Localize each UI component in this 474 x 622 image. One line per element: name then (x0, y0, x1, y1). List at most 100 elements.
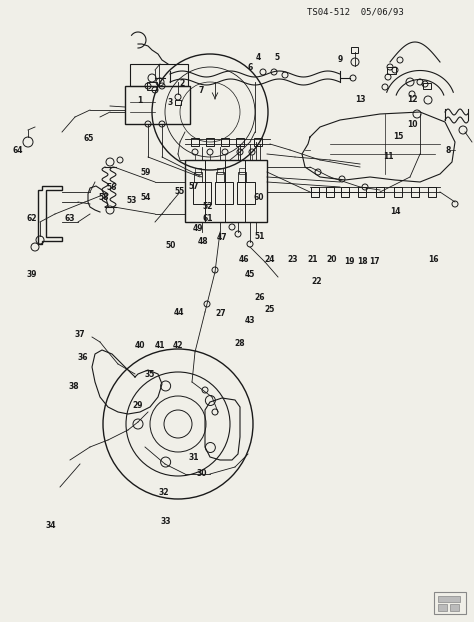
Bar (130, 64, 188, 86)
Bar (185, 160, 267, 222)
Text: 63: 63 (65, 215, 75, 223)
Bar (311, 187, 319, 197)
Bar (237, 182, 255, 204)
Text: 35: 35 (144, 370, 155, 379)
Text: 12: 12 (407, 95, 418, 104)
Text: 30: 30 (196, 470, 207, 478)
Text: 49: 49 (193, 225, 203, 233)
Text: 47: 47 (217, 233, 227, 242)
Text: 11: 11 (383, 152, 394, 161)
Text: 21: 21 (308, 256, 318, 264)
Bar (428, 187, 436, 197)
Bar (216, 172, 224, 182)
Bar (352, 47, 358, 53)
Text: 59: 59 (141, 169, 151, 177)
Bar (125, 86, 190, 124)
Bar (434, 592, 466, 614)
Text: 7: 7 (199, 86, 204, 95)
Text: 16: 16 (428, 256, 439, 264)
Text: 6: 6 (247, 63, 253, 72)
Text: 25: 25 (264, 305, 274, 314)
Text: 61: 61 (202, 215, 213, 223)
Bar (206, 138, 214, 146)
Text: 60: 60 (253, 193, 264, 202)
Text: 41: 41 (155, 341, 165, 350)
Text: 62: 62 (27, 215, 37, 223)
Text: 5: 5 (275, 53, 280, 62)
Text: 34: 34 (46, 521, 56, 530)
Text: 64: 64 (13, 146, 23, 155)
Text: 19: 19 (345, 257, 355, 266)
Text: 38: 38 (68, 383, 79, 391)
Text: 13: 13 (355, 95, 365, 104)
Bar (326, 187, 334, 197)
Text: TS04-512  05/06/93: TS04-512 05/06/93 (307, 7, 403, 17)
Bar (194, 172, 202, 182)
Text: 15: 15 (393, 132, 403, 141)
Bar (411, 187, 419, 197)
Text: 65: 65 (84, 134, 94, 142)
Text: 42: 42 (173, 341, 183, 350)
Text: 22: 22 (311, 277, 322, 285)
Bar (221, 138, 229, 146)
Bar (217, 168, 223, 174)
Text: 45: 45 (245, 271, 255, 279)
Text: 43: 43 (245, 316, 255, 325)
Text: 54: 54 (141, 193, 151, 202)
Text: 32: 32 (158, 488, 169, 497)
Bar (147, 82, 157, 90)
Text: 14: 14 (391, 207, 401, 216)
Text: 20: 20 (327, 256, 337, 264)
Text: 9: 9 (337, 55, 343, 63)
Text: 10: 10 (407, 120, 418, 129)
Text: 37: 37 (74, 330, 85, 339)
Bar (215, 182, 233, 204)
Bar (376, 187, 384, 197)
Text: 56: 56 (106, 183, 117, 192)
Bar (388, 67, 396, 73)
Bar (191, 138, 199, 146)
Text: 50: 50 (165, 241, 176, 250)
Bar (254, 138, 262, 146)
Text: 2: 2 (180, 80, 185, 88)
Text: 28: 28 (234, 339, 245, 348)
Text: 26: 26 (255, 293, 265, 302)
Bar (450, 604, 459, 611)
Text: 55: 55 (174, 187, 184, 196)
Bar (394, 187, 402, 197)
Text: 18: 18 (357, 257, 368, 266)
Bar (358, 187, 366, 197)
Text: 31: 31 (188, 453, 199, 462)
Bar (438, 604, 447, 611)
Text: 3: 3 (168, 98, 173, 107)
Text: 53: 53 (127, 196, 137, 205)
Bar (195, 168, 201, 174)
Bar (236, 138, 244, 146)
Text: 36: 36 (78, 353, 88, 362)
Text: 1: 1 (137, 96, 143, 105)
Text: 57: 57 (188, 182, 199, 191)
Text: 29: 29 (132, 401, 143, 410)
Bar (193, 182, 211, 204)
Text: 39: 39 (27, 271, 37, 279)
Text: 52: 52 (202, 202, 213, 211)
Bar (341, 187, 349, 197)
Text: 8: 8 (445, 146, 451, 155)
Text: 44: 44 (174, 308, 184, 317)
Text: 4: 4 (255, 53, 261, 62)
Bar (238, 172, 246, 182)
Text: 48: 48 (198, 237, 208, 246)
Text: 27: 27 (215, 309, 226, 318)
Bar (438, 596, 460, 602)
Bar (423, 83, 431, 89)
Text: 17: 17 (369, 257, 380, 266)
Text: 40: 40 (135, 341, 145, 350)
Text: 46: 46 (239, 256, 249, 264)
Text: 23: 23 (287, 256, 298, 264)
Bar (239, 168, 245, 174)
Text: 24: 24 (264, 256, 274, 264)
Text: 51: 51 (255, 232, 265, 241)
Text: 58: 58 (98, 193, 109, 202)
Bar (175, 100, 181, 104)
Text: 33: 33 (161, 517, 171, 526)
